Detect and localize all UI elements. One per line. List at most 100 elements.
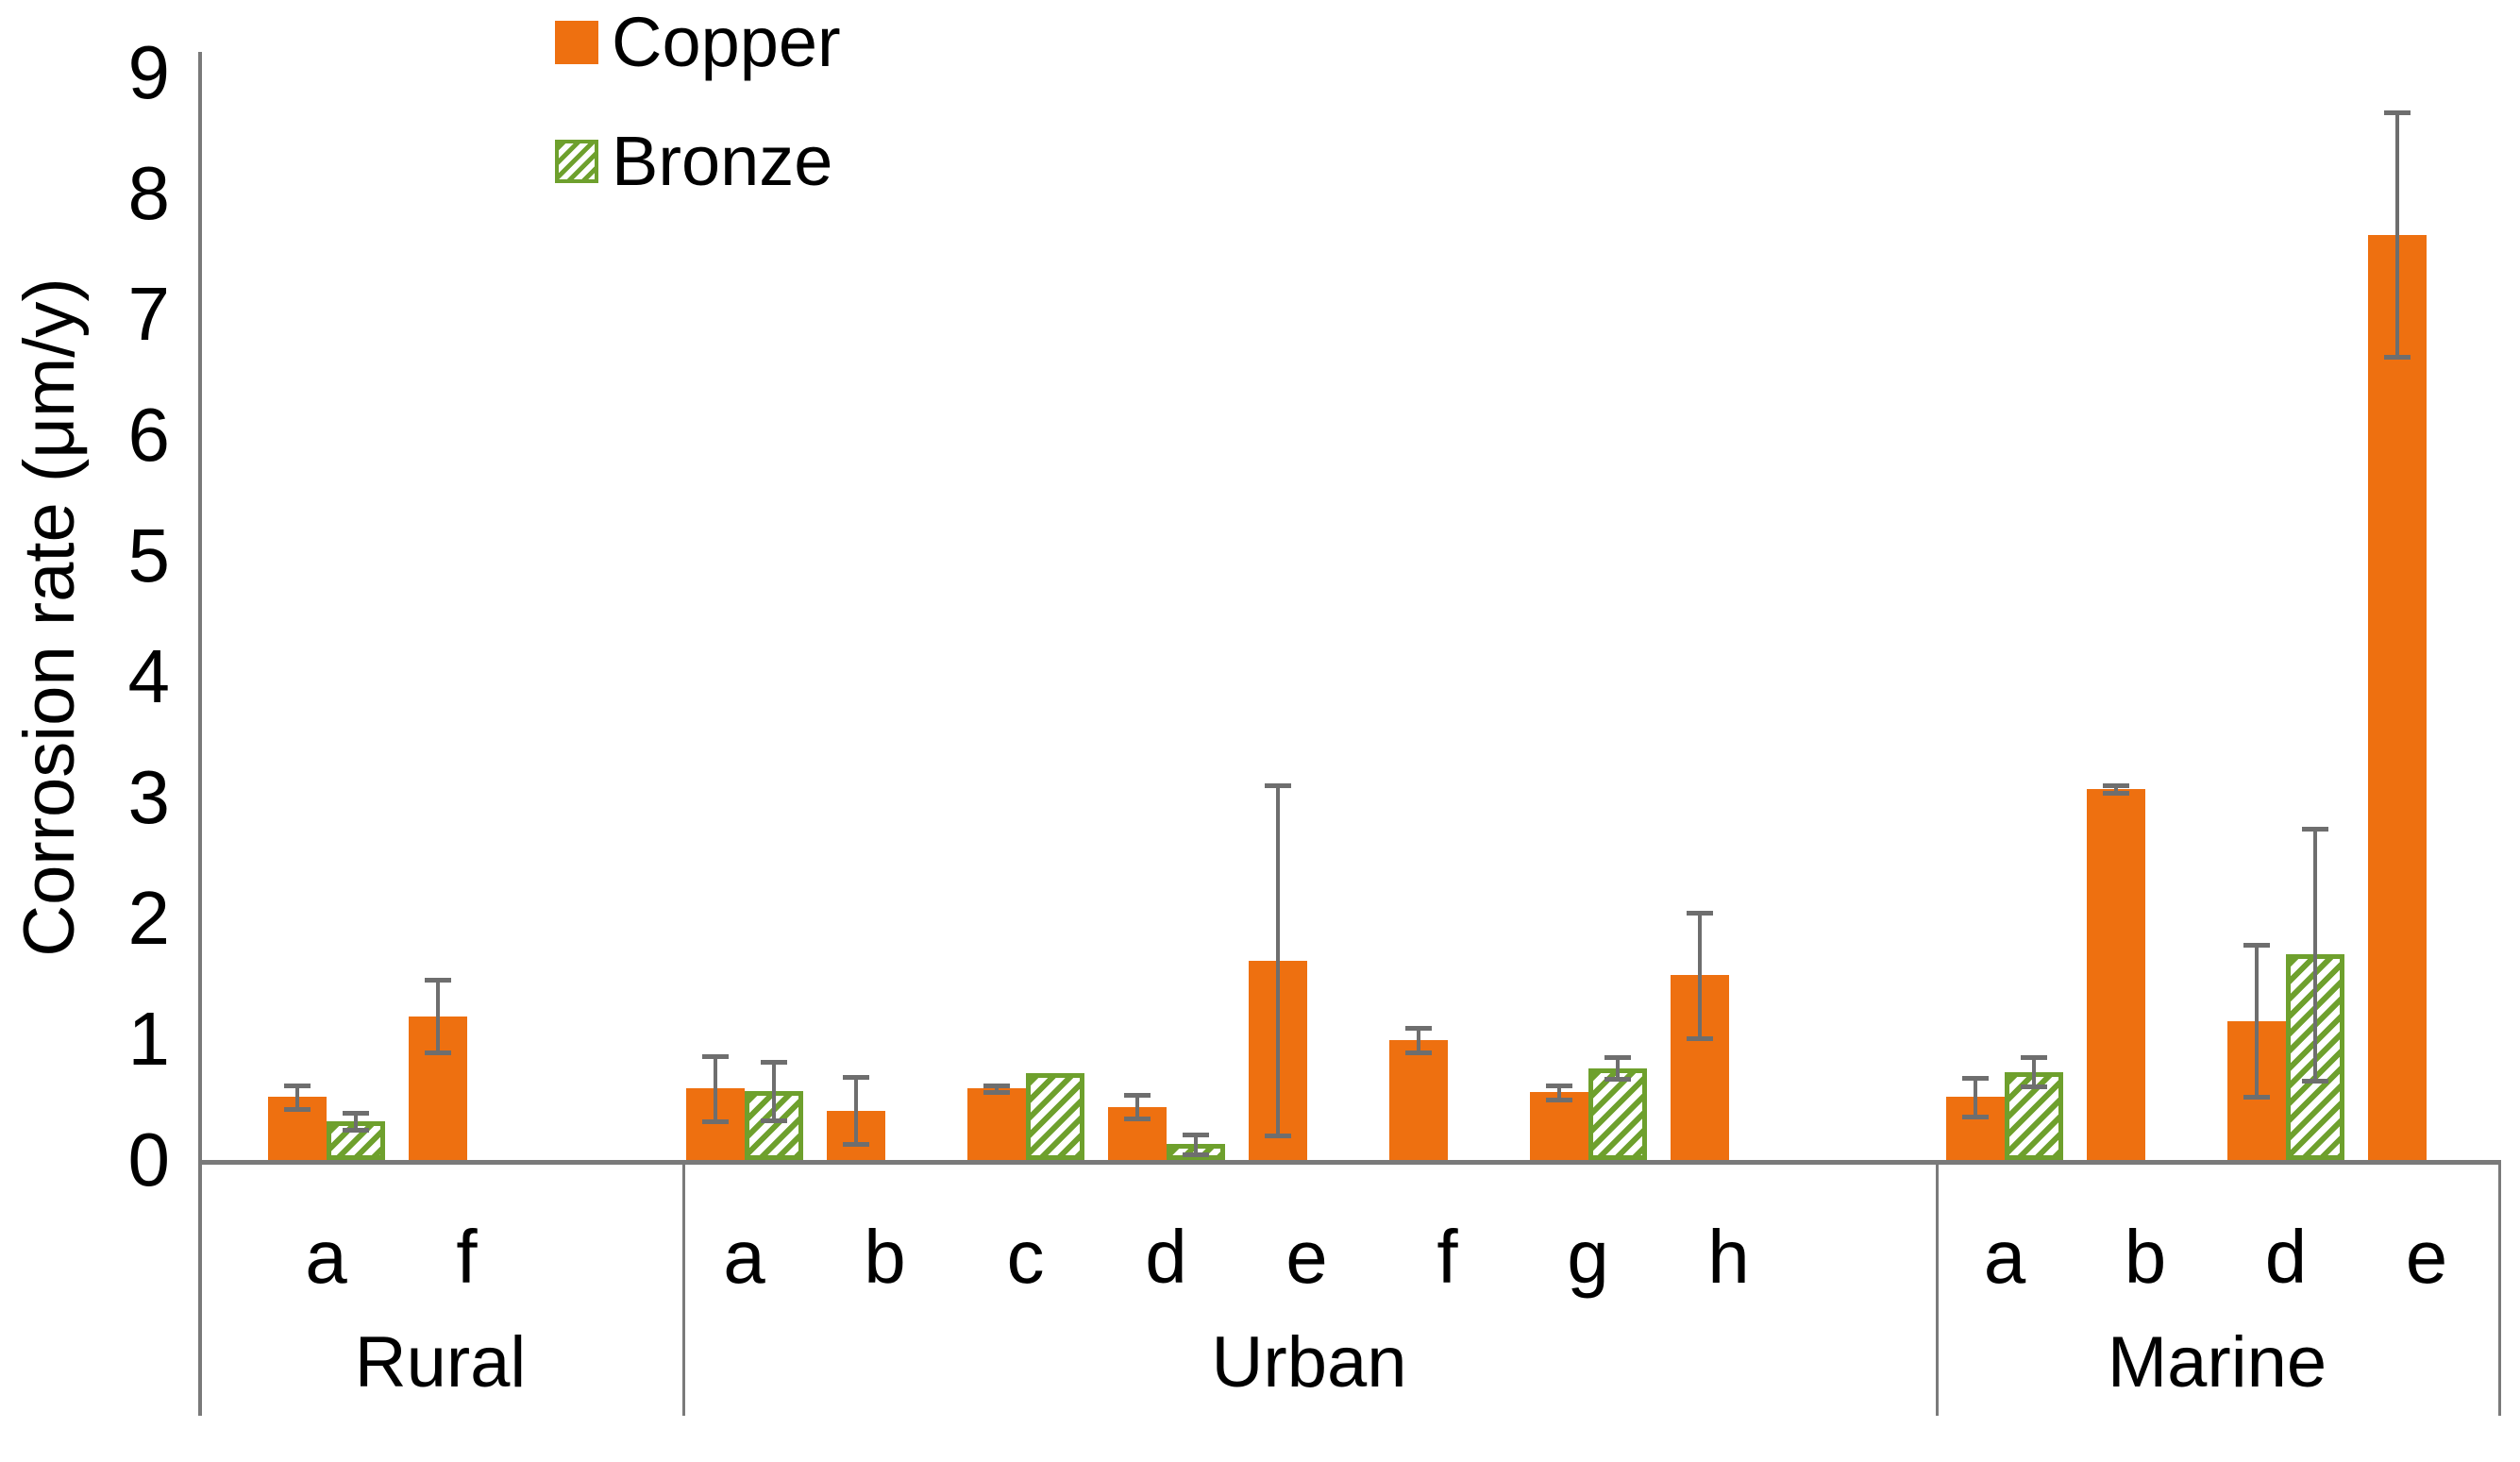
error-bar-cap-top <box>2302 827 2328 832</box>
bar-bronze-urban-g <box>1588 1067 1647 1160</box>
bar-copper-urban-f <box>1388 1040 1448 1160</box>
y-tick-label: 4 <box>127 634 171 718</box>
error-bar-cap-bottom <box>2384 354 2411 360</box>
site-label-urban-h: h <box>1707 1215 1750 1299</box>
error-bar-line <box>771 1062 776 1120</box>
y-tick-label: 1 <box>127 997 171 1081</box>
error-bar-cap-top <box>1264 783 1291 789</box>
site-label-urban-a: a <box>723 1215 765 1299</box>
bar-copper-marine-b <box>2087 789 2145 1160</box>
error-bar-cap-top <box>701 1053 729 1059</box>
y-tick-label: 7 <box>127 272 171 356</box>
site-label-urban-b: b <box>864 1215 906 1299</box>
error-bar-cap-bottom <box>842 1142 869 1148</box>
error-bar-cap-bottom <box>1686 1035 1713 1041</box>
category-divider <box>2498 1160 2501 1416</box>
error-bar-cap-top <box>1182 1133 1209 1138</box>
site-label-rural-a: a <box>305 1215 347 1299</box>
error-bar-line <box>1615 1057 1620 1080</box>
site-label-marine-d: d <box>2264 1215 2308 1299</box>
bar-copper-urban-g <box>1529 1092 1588 1160</box>
site-label-rural-f: f <box>456 1215 478 1299</box>
error-bar-line <box>2114 785 2118 793</box>
error-bar-cap-top <box>2103 783 2129 789</box>
error-bar-line <box>1193 1134 1198 1154</box>
error-bar-line <box>1416 1028 1420 1053</box>
error-bar-line <box>2313 829 2317 1081</box>
error-bar-cap-bottom <box>342 1128 369 1133</box>
error-bar-cap-top <box>2384 110 2411 116</box>
error-bar-cap-bottom <box>1404 1050 1432 1056</box>
error-bar-cap-bottom <box>2302 1078 2328 1084</box>
y-tick-label: 0 <box>127 1118 171 1202</box>
y-tick-label: 3 <box>127 755 171 839</box>
error-bar-cap-top <box>1686 910 1713 916</box>
error-bar-line <box>1134 1094 1139 1119</box>
site-label-marine-a: a <box>1983 1215 2026 1299</box>
error-bar-cap-bottom <box>1545 1098 1572 1102</box>
site-label-urban-f: f <box>1436 1215 1458 1299</box>
error-bar-line <box>1275 785 1280 1136</box>
site-label-urban-d: d <box>1145 1215 1187 1299</box>
y-tick-label: 2 <box>127 876 171 960</box>
legend-label-bronze: Bronze <box>612 122 833 200</box>
error-bar-cap-top <box>760 1060 787 1066</box>
error-bar-cap-top <box>2243 943 2270 949</box>
error-bar-line <box>2395 112 2399 357</box>
error-bar-cap-bottom <box>1264 1134 1291 1139</box>
legend: Copper Bronze <box>555 8 841 196</box>
copper-swatch-icon <box>555 21 598 64</box>
error-bar-cap-top <box>1962 1075 1989 1081</box>
category-divider <box>1936 1160 1939 1416</box>
error-bar-cap-top <box>283 1083 311 1088</box>
error-bar-cap-bottom <box>283 1107 311 1113</box>
error-bar-cap-bottom <box>1962 1114 1989 1119</box>
error-bar-line <box>1556 1084 1561 1100</box>
error-bar-cap-top <box>342 1111 369 1117</box>
error-bar-cap-bottom <box>2103 790 2129 796</box>
bronze-swatch-icon <box>555 140 598 183</box>
error-bar-cap-top <box>983 1083 1010 1088</box>
y-axis-line <box>198 52 202 1416</box>
category-divider <box>682 1160 685 1416</box>
site-label-urban-e: e <box>1285 1215 1328 1299</box>
error-bar-cap-top <box>1404 1026 1432 1032</box>
error-bar-line <box>2032 1057 2036 1086</box>
error-bar-line <box>1697 912 1702 1038</box>
y-tick-label: 5 <box>127 513 171 597</box>
site-label-marine-e: e <box>2405 1215 2448 1299</box>
error-bar-cap-bottom <box>2021 1084 2047 1089</box>
group-label-marine: Marine <box>2107 1322 2327 1403</box>
error-bar-line <box>1974 1077 1977 1117</box>
error-bar-cap-bottom <box>424 1050 451 1056</box>
error-bar-cap-bottom <box>983 1090 1010 1096</box>
y-tick-label: 6 <box>127 393 171 477</box>
group-label-urban: Urban <box>1211 1322 1407 1403</box>
error-bar-line <box>435 980 440 1053</box>
site-label-marine-b: b <box>2124 1215 2167 1299</box>
error-bar-cap-bottom <box>1182 1151 1209 1157</box>
legend-item-copper: Copper <box>555 8 841 77</box>
error-bar-cap-bottom <box>1123 1117 1151 1122</box>
site-label-urban-g: g <box>1567 1215 1609 1299</box>
error-bar-line <box>294 1084 299 1110</box>
legend-label-copper: Copper <box>612 3 841 81</box>
error-bar-cap-top <box>842 1074 869 1080</box>
bar-copper-marine-e <box>2368 234 2427 1160</box>
y-tick-label: 9 <box>127 30 171 114</box>
group-label-rural: Rural <box>354 1322 527 1403</box>
bar-bronze-urban-c <box>1025 1072 1084 1160</box>
error-bar-cap-bottom <box>1604 1077 1631 1083</box>
error-bar-cap-top <box>1604 1055 1631 1061</box>
error-bar-line <box>2255 945 2259 1098</box>
error-bar-cap-top <box>424 978 451 983</box>
error-bar-cap-top <box>1545 1083 1572 1088</box>
error-bar-line <box>853 1076 858 1145</box>
error-bar-cap-bottom <box>2243 1095 2270 1101</box>
error-bar-cap-bottom <box>760 1118 787 1123</box>
error-bar-cap-top <box>1123 1092 1151 1098</box>
error-bar-line <box>713 1055 717 1122</box>
legend-item-bronze: Bronze <box>555 126 841 196</box>
x-axis-line <box>198 1160 2498 1165</box>
